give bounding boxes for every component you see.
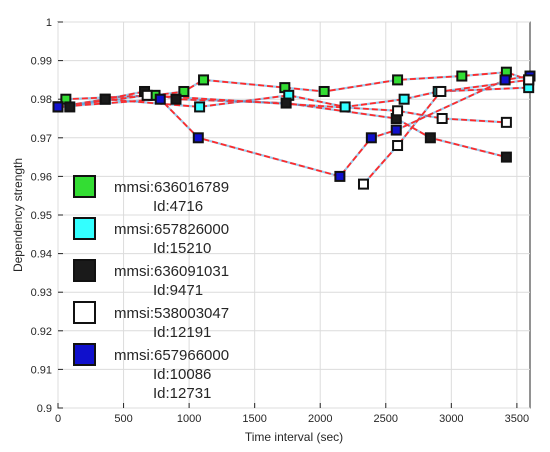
y-tick-label: 0.99 bbox=[31, 56, 52, 68]
y-tick-label: 0.94 bbox=[31, 249, 52, 261]
data-point-marker bbox=[392, 105, 404, 117]
data-point-marker bbox=[99, 93, 111, 105]
x-tick-label: 1000 bbox=[177, 413, 201, 425]
data-point-marker bbox=[170, 93, 182, 105]
series-line bbox=[57, 94, 507, 124]
data-point-marker bbox=[198, 74, 210, 86]
legend-swatch bbox=[73, 217, 96, 240]
legend-label: mmsi:538003047 bbox=[114, 305, 229, 322]
y-axis-ticks: 0.9 0.91 0.92 0.93 0.94 0.95 0.96 0.97 0.98 0.99 1 bbox=[31, 17, 63, 415]
data-point-marker bbox=[365, 132, 377, 144]
x-tick-label: 500 bbox=[114, 413, 132, 425]
legend-label: Id:10086 bbox=[153, 366, 211, 383]
data-point-marker bbox=[178, 85, 190, 97]
data-point-marker bbox=[392, 74, 404, 86]
data-point-marker bbox=[398, 93, 410, 105]
data-point-marker bbox=[523, 74, 535, 86]
legend-label: mmsi:657966000 bbox=[114, 347, 229, 364]
legend-label: mmsi:636091031 bbox=[114, 263, 229, 280]
y-tick-label: 0.9 bbox=[37, 403, 52, 415]
series-line bbox=[57, 75, 531, 178]
data-point-marker bbox=[52, 101, 64, 113]
series-line bbox=[57, 86, 529, 108]
data-point-marker bbox=[154, 93, 166, 105]
legend-label: Id:4716 bbox=[153, 198, 203, 215]
legend-label: Id:9471 bbox=[153, 282, 203, 299]
legend-swatch bbox=[73, 343, 96, 366]
y-tick-label: 0.93 bbox=[31, 287, 52, 299]
y-tick-label: 0.97 bbox=[31, 133, 52, 145]
data-point-marker bbox=[436, 113, 448, 124]
x-tick-label: 2000 bbox=[308, 413, 332, 425]
series-markers bbox=[52, 66, 536, 190]
x-tick-label: 2500 bbox=[374, 413, 398, 425]
y-tick-label: 0.92 bbox=[31, 326, 52, 338]
data-point-marker bbox=[141, 89, 153, 101]
data-point-marker bbox=[392, 140, 404, 152]
y-axis-title: Dependency strength bbox=[11, 158, 25, 272]
data-point-marker bbox=[194, 101, 206, 113]
data-point-marker bbox=[390, 124, 402, 136]
x-axis-ticks: 0 500 1000 1500 2000 2500 3000 3500 bbox=[55, 403, 529, 425]
data-point-marker bbox=[339, 101, 351, 113]
series-line bbox=[57, 71, 529, 108]
legend-label: Id:12191 bbox=[153, 324, 211, 341]
data-point-marker bbox=[500, 116, 512, 128]
data-point-marker bbox=[64, 101, 76, 113]
legend-swatch bbox=[73, 175, 96, 198]
legend-swatch bbox=[73, 301, 96, 324]
legend-label: Id:12731 bbox=[153, 385, 211, 402]
y-tick-label: 0.98 bbox=[31, 94, 52, 106]
data-point-marker bbox=[456, 70, 468, 82]
data-point-marker bbox=[424, 132, 436, 144]
data-point-marker bbox=[500, 151, 512, 163]
x-tick-label: 3000 bbox=[439, 413, 463, 425]
x-axis-title: Time interval (sec) bbox=[245, 430, 343, 444]
x-tick-label: 1500 bbox=[242, 413, 266, 425]
legend-label: Id:15210 bbox=[153, 240, 211, 257]
y-tick-label: 0.95 bbox=[31, 210, 52, 222]
legend-label: mmsi:636016789 bbox=[114, 179, 229, 196]
data-point-marker bbox=[499, 74, 511, 86]
data-point-marker bbox=[192, 132, 204, 144]
legend-swatch bbox=[73, 259, 96, 282]
y-tick-label: 0.91 bbox=[31, 364, 52, 376]
series-line bbox=[362, 79, 529, 185]
data-point-marker bbox=[334, 170, 346, 182]
y-tick-label: 0.96 bbox=[31, 171, 52, 183]
x-tick-label: 0 bbox=[55, 413, 61, 425]
y-tick-label: 1 bbox=[46, 17, 52, 29]
x-tick-label: 3500 bbox=[505, 413, 529, 425]
legend-label: mmsi:657826000 bbox=[114, 221, 229, 238]
data-point-marker bbox=[357, 178, 369, 190]
data-point-marker bbox=[318, 85, 330, 97]
data-point-marker bbox=[280, 97, 292, 109]
data-point-marker bbox=[435, 85, 447, 97]
legend: mmsi:636016789 Id:4716 mmsi:657826000 Id:15… bbox=[73, 175, 229, 402]
